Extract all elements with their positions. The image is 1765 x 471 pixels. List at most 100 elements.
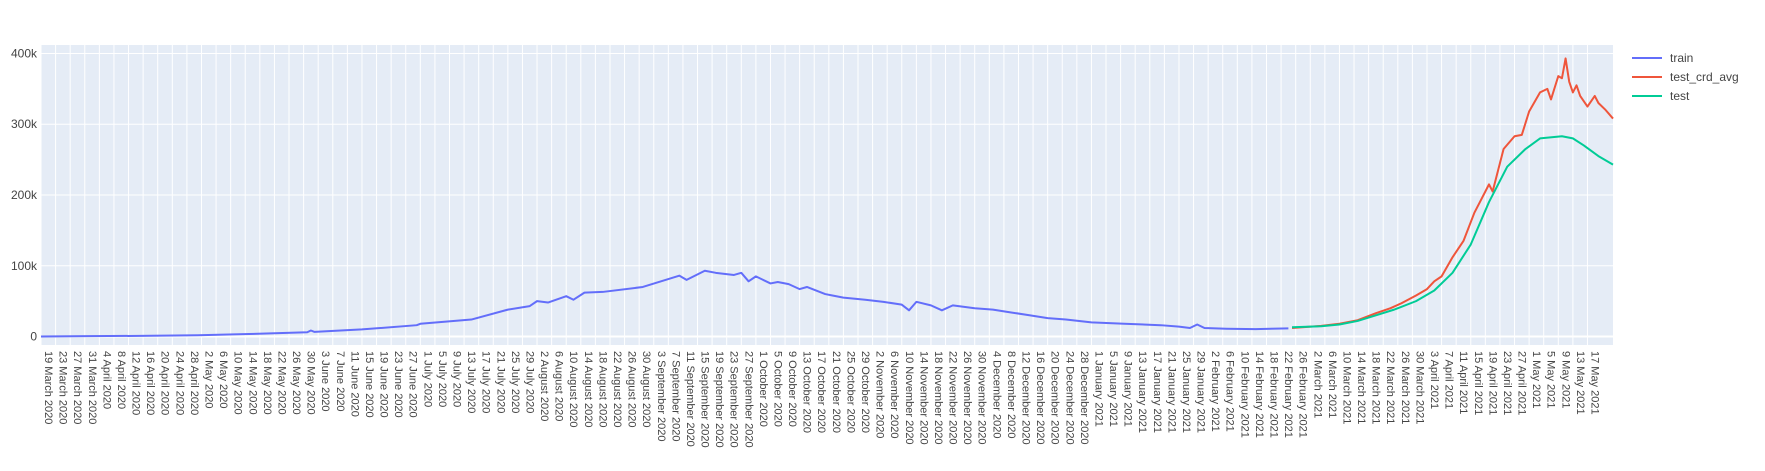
x-tick-label: 1 May 2021 [1530,351,1542,408]
x-tick-label: 26 August 2020 [626,351,638,427]
x-tick-label: 27 June 2020 [407,351,419,418]
x-tick-label: 1 October 2020 [757,351,769,427]
x-tick-label: 6 March 2021 [1326,351,1338,418]
y-gridlines [41,52,1613,338]
y-tick-label: 300k [11,117,38,131]
x-tick-label: 3 April 2021 [1428,351,1440,409]
y-tick-label: 400k [11,46,38,60]
y-tick-label: 100k [11,259,38,273]
x-tick-label: 27 April 2021 [1516,351,1528,415]
x-tick-label: 18 March 2021 [1370,351,1382,424]
x-tick-label: 30 May 2020 [305,351,317,415]
series-line-test [1291,135,1614,329]
x-tick-label: 16 April 2020 [144,351,156,415]
x-tick-label: 18 May 2020 [261,351,273,415]
legend-label: train [1670,51,1693,65]
x-tick-label: 19 June 2020 [378,351,390,418]
x-tick-label: 8 April 2020 [115,351,127,409]
x-tick-label: 23 June 2020 [392,351,404,418]
x-tick-label: 29 July 2020 [523,351,535,413]
x-tick-label: 15 June 2020 [363,351,375,418]
x-tick-label: 22 November 2020 [947,351,959,445]
x-tick-label: 25 January 2021 [1180,351,1192,433]
x-tick-label: 9 October 2020 [786,351,798,427]
x-tick-label: 26 March 2021 [1399,351,1411,424]
x-tick-label: 1 January 2021 [1092,351,1104,427]
x-tick-label: 23 September 2020 [728,351,740,448]
x-tick-label: 29 January 2021 [1195,351,1207,433]
x-tick-label: 18 November 2020 [932,351,944,445]
x-tick-label: 21 January 2021 [1165,351,1177,433]
x-tick-label: 15 September 2020 [699,351,711,448]
x-tick-label: 21 July 2020 [494,351,506,413]
x-tick-label: 10 February 2021 [1238,351,1250,438]
x-tick-label: 30 March 2021 [1413,351,1425,424]
x-tick-label: 18 February 2021 [1268,351,1280,438]
x-tick-label: 22 May 2020 [275,351,287,415]
legend-item-test-crd-avg[interactable]: test_crd_avg [1632,70,1739,84]
y-tick-label: 0 [30,330,37,344]
x-tick-label: 17 October 2020 [815,351,827,433]
x-tick-label: 24 April 2020 [173,351,185,415]
x-tick-label: 8 December 2020 [1005,351,1017,438]
x-tick-label: 14 May 2020 [246,351,258,415]
x-tick-label: 17 July 2020 [480,351,492,413]
x-tick-label: 24 December 2020 [1063,351,1075,445]
legend-item-test[interactable]: test [1632,89,1690,103]
x-tick-label: 3 June 2020 [319,351,331,412]
x-tick-label: 19 March 2020 [42,351,54,424]
x-tick-label: 4 December 2020 [990,351,1002,438]
x-tick-label: 6 February 2021 [1224,351,1236,432]
x-tick-label: 4 April 2020 [100,351,112,409]
x-tick-label: 5 January 2021 [1107,351,1119,427]
x-tick-label: 10 May 2020 [232,351,244,415]
series-layer [40,57,1614,338]
legend-item-train[interactable]: train [1632,51,1693,65]
x-tick-label: 13 October 2020 [801,351,813,433]
x-tick-label: 2 November 2020 [874,351,886,438]
x-axis-tick-labels: 19 March 2020 23 March 2020 27 March 2020 3… [42,351,1600,448]
x-tick-label: 21 October 2020 [830,351,842,433]
x-tick-label: 2 May 2020 [202,351,214,408]
x-tick-label: 5 May 2021 [1545,351,1557,408]
x-tick-label: 13 May 2021 [1574,351,1586,415]
x-tick-label: 13 January 2021 [1136,351,1148,433]
x-tick-label: 23 April 2021 [1501,351,1513,415]
series-line-train [40,269,1289,338]
x-tick-label: 12 December 2020 [1019,351,1031,445]
x-tick-label: 9 July 2020 [451,351,463,407]
x-tick-label: 22 March 2021 [1384,351,1396,424]
x-tick-label: 13 July 2020 [465,351,477,413]
x-tick-label: 27 March 2020 [71,351,83,424]
x-tick-label: 22 February 2021 [1282,351,1294,438]
x-tick-label: 6 May 2020 [217,351,229,408]
y-axis-tick-labels: 0 100k 200k 300k 400k [11,46,38,343]
x-tick-label: 6 August 2020 [553,351,565,421]
x-tick-label: 16 December 2020 [1034,351,1046,445]
x-tick-label: 10 November 2020 [903,351,915,445]
x-tick-label: 26 February 2021 [1297,351,1309,438]
x-tick-label: 18 August 2020 [596,351,608,427]
x-tick-label: 2 February 2021 [1209,351,1221,432]
y-tick-label: 200k [11,188,38,202]
x-tick-label: 20 December 2020 [1049,351,1061,445]
x-tick-label: 5 October 2020 [771,351,783,427]
x-tick-label: 3 September 2020 [655,351,667,442]
x-tick-label: 17 May 2021 [1588,351,1600,415]
x-tick-label: 23 March 2020 [57,351,69,424]
x-tick-label: 30 November 2020 [976,351,988,445]
x-tick-label: 26 May 2020 [290,351,302,415]
x-tick-label: 27 September 2020 [742,351,754,448]
x-tick-label: 28 April 2020 [188,351,200,415]
x-tick-label: 25 July 2020 [509,351,521,413]
x-tick-label: 26 November 2020 [961,351,973,445]
series-line-test-crd-avg [1291,57,1614,330]
x-tick-label: 11 June 2020 [348,351,360,417]
x-tick-label: 1 July 2020 [421,351,433,407]
x-tick-label: 25 October 2020 [844,351,856,433]
x-tick-label: 6 November 2020 [888,351,900,438]
x-tick-label: 7 April 2021 [1443,351,1455,409]
x-tick-label: 11 April 2021 [1457,351,1469,414]
